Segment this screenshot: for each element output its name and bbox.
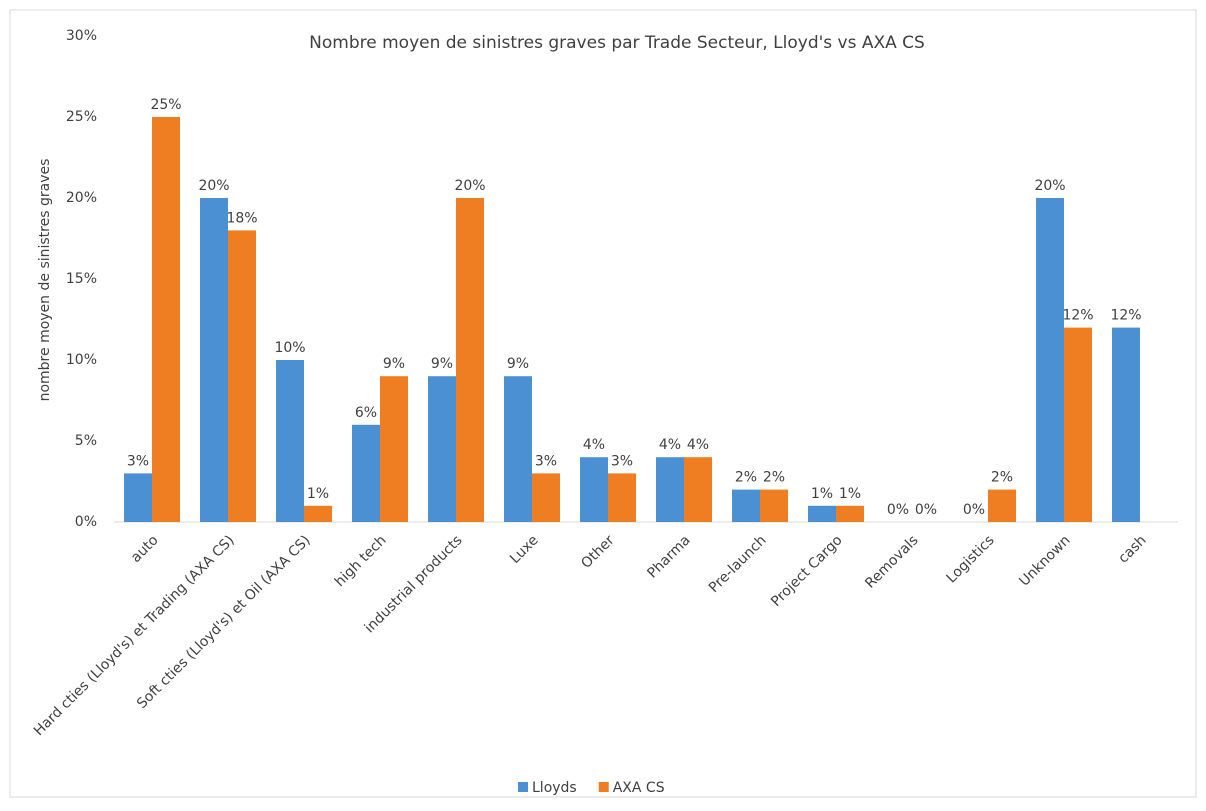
data-label: 6% [355, 405, 377, 421]
legend-swatch [518, 782, 528, 792]
bar [532, 473, 560, 522]
data-label: 9% [383, 356, 405, 372]
data-label: 0% [963, 502, 985, 518]
data-label: 4% [583, 437, 605, 453]
legend-swatch [598, 782, 609, 792]
bar [988, 489, 1016, 522]
data-label: 4% [659, 437, 681, 453]
bar [608, 473, 636, 522]
data-label: 1% [307, 486, 329, 502]
bar [304, 505, 332, 522]
data-label: 1% [839, 486, 861, 502]
data-label: 0% [887, 502, 909, 518]
bar [352, 424, 380, 522]
y-tick-label: 25% [66, 109, 97, 125]
data-label: 4% [687, 437, 709, 453]
data-label: 10% [274, 340, 305, 356]
data-label: 20% [198, 178, 229, 194]
bar [1064, 327, 1092, 522]
y-tick-label: 15% [66, 271, 97, 287]
chart-title: Nombre moyen de sinistres graves par Tra… [309, 33, 925, 53]
bar [380, 376, 408, 522]
bar [152, 117, 180, 522]
data-label: 1% [811, 486, 833, 502]
bar [684, 457, 712, 522]
y-axis-label: nombre moyen de sinistres graves [37, 159, 53, 402]
data-label: 12% [1110, 308, 1141, 324]
data-label: 20% [1034, 178, 1065, 194]
data-label: 2% [735, 470, 757, 486]
legend-label: Lloyds [532, 780, 577, 796]
y-tick-label: 10% [66, 352, 97, 368]
data-label: 20% [454, 178, 485, 194]
y-tick-label: 20% [66, 190, 97, 206]
chart-border [9, 9, 1197, 798]
bar [504, 376, 532, 522]
data-label: 3% [127, 453, 149, 469]
data-label: 9% [431, 356, 453, 372]
bar [656, 457, 684, 522]
bar [276, 360, 304, 522]
data-label: 2% [991, 470, 1013, 486]
bar [228, 230, 256, 522]
bar [732, 489, 760, 522]
y-tick-label: 30% [66, 28, 97, 44]
bar [428, 376, 456, 522]
data-label: 9% [507, 356, 529, 372]
data-label: 18% [226, 210, 257, 226]
data-label: 12% [1062, 308, 1093, 324]
data-label: 0% [915, 502, 937, 518]
bar [808, 505, 836, 522]
bar [836, 505, 864, 522]
bar [580, 457, 608, 522]
data-label: 3% [611, 453, 633, 469]
bar [1112, 327, 1140, 522]
bar [200, 198, 228, 522]
bar [456, 198, 484, 522]
y-tick-label: 0% [75, 514, 97, 530]
data-label: 25% [150, 97, 181, 113]
data-label: 3% [535, 453, 557, 469]
y-tick-label: 5% [75, 433, 97, 449]
bar [124, 473, 152, 522]
bar [760, 489, 788, 522]
data-label: 2% [763, 470, 785, 486]
legend-label: AXA CS [613, 780, 665, 796]
bar [1036, 198, 1064, 522]
